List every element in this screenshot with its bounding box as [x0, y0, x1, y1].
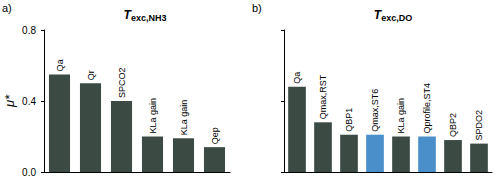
svg-text:0.8: 0.8	[22, 25, 36, 36]
svg-text:Qmax,RST: Qmax,RST	[318, 74, 328, 119]
svg-text:SPCO2: SPCO2	[117, 67, 127, 98]
svg-text:KLa gain: KLa gain	[148, 98, 158, 134]
svg-text:b): b)	[252, 2, 262, 14]
svg-text:exc,NH3: exc,NH3	[131, 13, 167, 23]
svg-text:Qmax,ST6: Qmax,ST6	[370, 89, 380, 132]
svg-text:Qprofile,ST4: Qprofile,ST4	[422, 83, 432, 134]
svg-text:Qa: Qa	[292, 72, 302, 84]
svg-text:T: T	[373, 7, 382, 22]
svg-text:Qr: Qr	[86, 70, 96, 80]
svg-text:QBP2: QBP2	[448, 113, 458, 137]
svg-text:exc,DO: exc,DO	[381, 13, 412, 23]
svg-text:T: T	[123, 7, 131, 22]
svg-text:0.0: 0.0	[22, 167, 36, 178]
svg-text:KLa gain: KLa gain	[179, 100, 189, 136]
svg-text:QBP1: QBP1	[344, 108, 354, 132]
svg-text:Qa: Qa	[55, 59, 65, 71]
svg-text:μ*: μ*	[2, 94, 17, 108]
svg-text:KLa gain: KLa gain	[396, 98, 406, 134]
svg-text:a): a)	[2, 2, 12, 14]
svg-text:Qep: Qep	[210, 127, 220, 144]
svg-text:SPDO2: SPDO2	[474, 110, 484, 141]
svg-text:0.4: 0.4	[22, 96, 36, 107]
